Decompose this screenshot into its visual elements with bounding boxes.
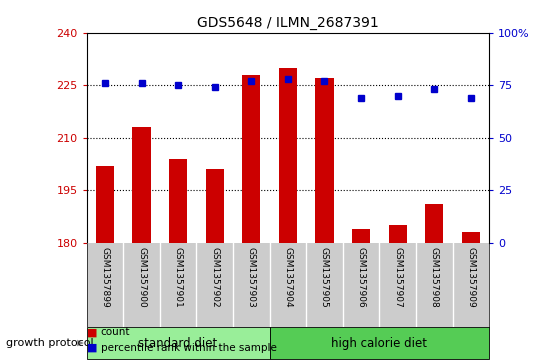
Text: standard diet: standard diet	[139, 337, 218, 350]
Bar	[169, 159, 187, 243]
Bar	[242, 75, 260, 243]
Bar	[389, 225, 407, 243]
Text: ■: ■	[87, 343, 97, 353]
Text: GSM1357904: GSM1357904	[283, 247, 292, 307]
Bar	[352, 229, 370, 243]
Text: GSM1357907: GSM1357907	[393, 247, 402, 307]
Bar	[425, 204, 443, 243]
Text: ■: ■	[87, 327, 97, 337]
Bar	[206, 169, 224, 243]
Text: GSM1357901: GSM1357901	[174, 247, 183, 307]
Text: GSM1357900: GSM1357900	[137, 247, 146, 307]
Bar	[87, 327, 269, 359]
Bar	[132, 127, 151, 243]
Bar	[269, 327, 489, 359]
Title: GDS5648 / ILMN_2687391: GDS5648 / ILMN_2687391	[197, 16, 379, 30]
Bar	[279, 68, 297, 243]
Text: GSM1357903: GSM1357903	[247, 247, 256, 307]
Bar	[96, 166, 114, 243]
Bar	[462, 232, 480, 243]
Text: GSM1357902: GSM1357902	[210, 247, 219, 307]
Text: GSM1357905: GSM1357905	[320, 247, 329, 307]
Text: high calorie diet: high calorie diet	[331, 337, 428, 350]
Text: GSM1357909: GSM1357909	[466, 247, 475, 307]
Bar	[315, 78, 334, 243]
Text: GSM1357908: GSM1357908	[430, 247, 439, 307]
Text: GSM1357906: GSM1357906	[357, 247, 366, 307]
Text: count: count	[101, 327, 130, 337]
Text: growth protocol: growth protocol	[6, 338, 93, 348]
Text: GSM1357899: GSM1357899	[101, 247, 110, 307]
Text: percentile rank within the sample: percentile rank within the sample	[101, 343, 277, 353]
